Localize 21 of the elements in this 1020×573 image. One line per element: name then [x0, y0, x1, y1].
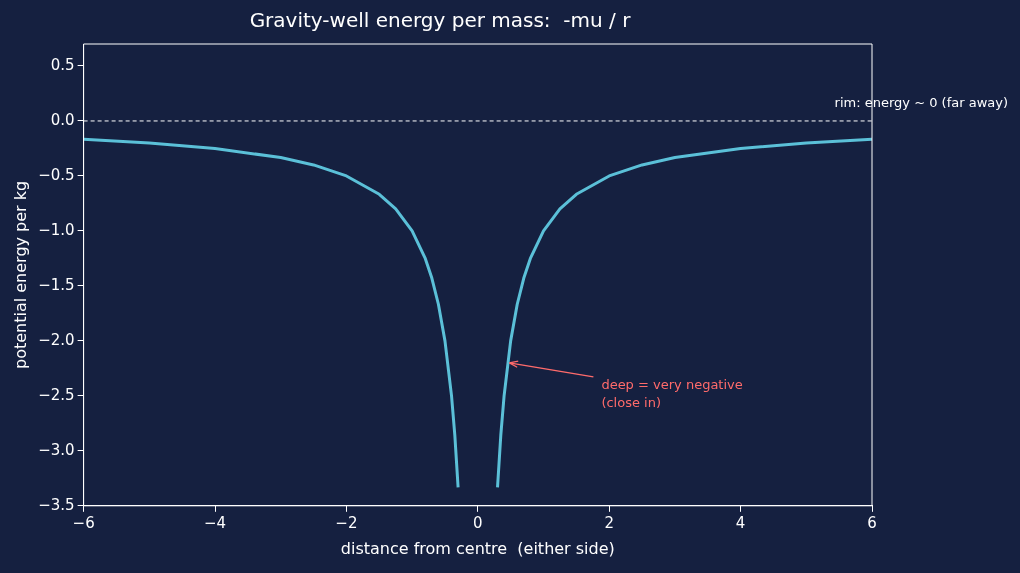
x-axis-title: distance from centre (either side) [340, 538, 615, 558]
x-tick-label: 0 [473, 513, 483, 532]
ref-line-label: rim: energy ~ 0 (far away) [834, 94, 1008, 110]
y-tick-label: −3.0 [38, 440, 75, 459]
y-tick-label: −3.5 [38, 495, 75, 514]
x-tick-label: −6 [72, 513, 95, 532]
y-tick-label: −1.5 [38, 275, 75, 294]
y-tick-label: −1.0 [38, 220, 75, 239]
y-tick-label: 0.0 [50, 110, 75, 129]
y-tick-label: −2.0 [38, 330, 75, 349]
y-tick-label: −2.5 [38, 385, 75, 404]
x-tick-label: 4 [735, 513, 746, 532]
x-tick-label: 2 [604, 513, 614, 532]
chart-title: Gravity-well energy per mass: -mu / r [249, 8, 632, 33]
y-tick-label: 0.5 [50, 55, 75, 74]
x-tick-label: −4 [203, 513, 227, 532]
y-tick-label: −0.5 [38, 165, 75, 184]
annotation: deep = very negative (close in) [601, 376, 743, 410]
x-tick-label: 6 [867, 513, 877, 532]
x-tick-label: −2 [335, 513, 358, 532]
y-axis-title: potential energy per kg [10, 180, 30, 369]
